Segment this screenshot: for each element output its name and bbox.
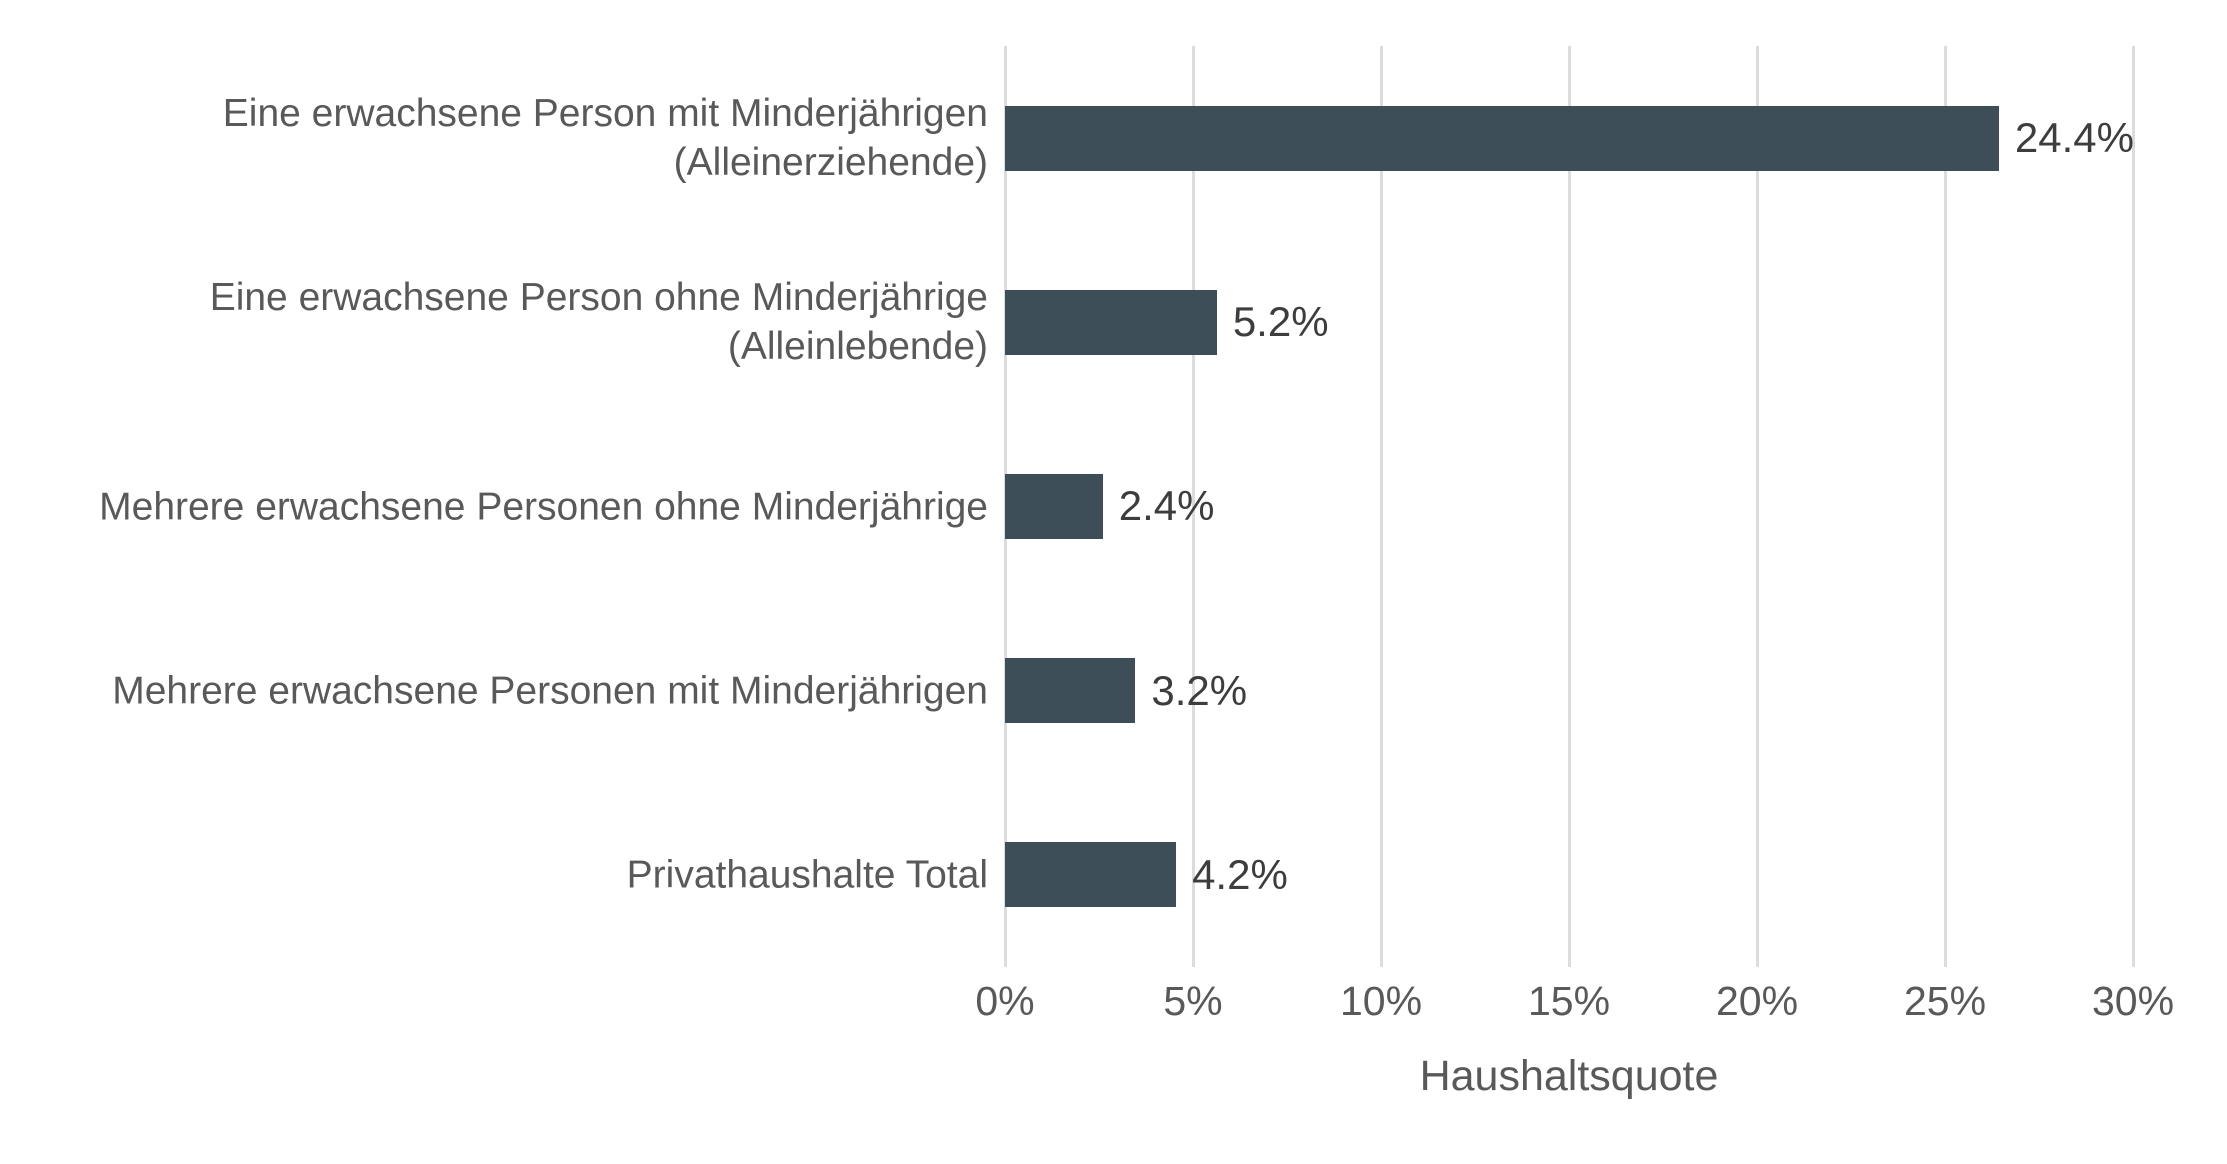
value-label: 4.2% bbox=[1192, 850, 1288, 898]
x-tick-label: 20% bbox=[1715, 978, 1799, 1024]
plot-area: 24.4% 5.2% 2.4% 3.2% 4.2% bbox=[1003, 46, 2135, 967]
x-tick-label: 5% bbox=[1163, 978, 1223, 1024]
bar bbox=[1005, 105, 1999, 171]
x-axis-ticks: 0% 5% 10% 15% 20% 25% 30% bbox=[975, 978, 2174, 1034]
bar-row: 2.4% bbox=[1005, 414, 2227, 598]
gridline bbox=[2131, 46, 2135, 967]
gridline bbox=[1755, 46, 1759, 967]
category-label: Mehrere erwachsene Personen mit Minderjä… bbox=[112, 669, 988, 713]
category-label: Privathaushalte Total bbox=[626, 853, 988, 897]
value-label: 3.2% bbox=[1151, 666, 1248, 714]
category-label: Eine erwachsene Person ohne Minderjährig… bbox=[209, 276, 988, 369]
category-label: Mehrere erwachsene Personen ohne Minderj… bbox=[99, 484, 988, 528]
gridline bbox=[1567, 46, 1571, 967]
gridline bbox=[1191, 46, 1195, 967]
bar bbox=[1005, 842, 1177, 908]
x-tick-label: 30% bbox=[2091, 978, 2175, 1024]
gridline bbox=[1943, 46, 1947, 967]
value-label: 24.4% bbox=[2014, 114, 2134, 162]
bar-row: 4.2% bbox=[1005, 783, 2227, 967]
x-axis-title: Haushaltsquote bbox=[1419, 1052, 1719, 1100]
gridline bbox=[1379, 46, 1383, 967]
x-tick-label: 10% bbox=[1339, 978, 1423, 1024]
category-axis: Eine erwachsene Person mit Minderjährige… bbox=[0, 46, 988, 967]
bar-row: 3.2% bbox=[1005, 599, 2227, 783]
value-label: 2.4% bbox=[1118, 482, 1215, 530]
category-label: Eine erwachsene Person mit Minderjährige… bbox=[222, 91, 988, 185]
x-tick-label: 25% bbox=[1903, 978, 1987, 1024]
bar-row: 24.4% bbox=[1005, 46, 2227, 230]
bar bbox=[1005, 289, 1217, 355]
value-label: 5.2% bbox=[1232, 298, 1329, 346]
x-tick-label: 15% bbox=[1527, 978, 1611, 1024]
bar-row: 5.2% bbox=[1005, 230, 2227, 414]
bar bbox=[1005, 658, 1136, 724]
x-tick-label: 0% bbox=[975, 978, 1035, 1024]
bar bbox=[1005, 473, 1103, 539]
